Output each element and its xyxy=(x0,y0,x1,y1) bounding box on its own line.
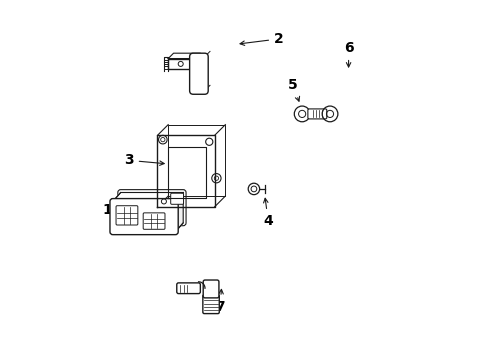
Text: 1: 1 xyxy=(102,203,132,217)
FancyBboxPatch shape xyxy=(110,199,178,235)
FancyBboxPatch shape xyxy=(116,206,138,225)
FancyBboxPatch shape xyxy=(177,283,200,294)
FancyBboxPatch shape xyxy=(171,193,184,204)
Text: 6: 6 xyxy=(344,41,353,67)
Text: 5: 5 xyxy=(288,78,299,101)
FancyBboxPatch shape xyxy=(203,280,219,298)
Polygon shape xyxy=(175,193,183,232)
FancyBboxPatch shape xyxy=(308,109,327,119)
FancyBboxPatch shape xyxy=(118,190,186,226)
FancyBboxPatch shape xyxy=(190,53,208,94)
Polygon shape xyxy=(113,193,183,202)
Text: 3: 3 xyxy=(124,153,164,167)
FancyBboxPatch shape xyxy=(143,213,165,229)
Text: 2: 2 xyxy=(240,32,284,46)
FancyBboxPatch shape xyxy=(168,59,195,69)
Polygon shape xyxy=(168,53,200,59)
FancyBboxPatch shape xyxy=(203,295,220,314)
Text: 7: 7 xyxy=(215,289,225,314)
Text: 4: 4 xyxy=(263,198,273,228)
